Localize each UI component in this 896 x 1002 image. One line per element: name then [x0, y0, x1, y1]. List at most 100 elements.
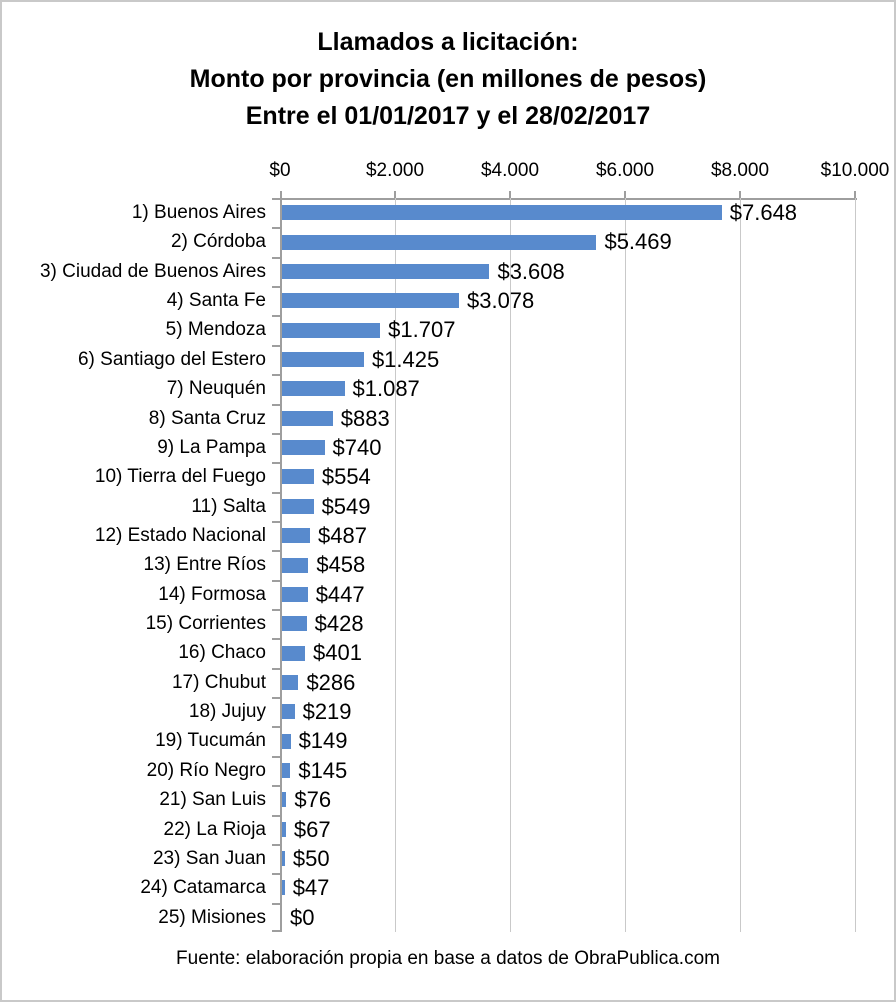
x-axis-line	[272, 198, 857, 200]
bar-value-label: $76	[294, 787, 332, 813]
category-label: 8) Santa Cruz	[148, 407, 266, 429]
category-label: 13) Entre Ríos	[143, 554, 267, 576]
y-axis-tick-mark	[272, 198, 280, 200]
x-axis-tick-label: $4.000	[480, 160, 540, 181]
x-axis-tick-mark	[394, 191, 396, 198]
bar-value-label: $1.425	[371, 346, 440, 372]
bar	[282, 733, 291, 749]
bar	[282, 645, 306, 661]
bar	[282, 351, 364, 367]
y-axis-line	[280, 198, 282, 932]
category-label: 18) Jujuy	[188, 701, 266, 723]
category-label: 12) Estado Nacional	[94, 524, 266, 546]
plot-area: $7.648 $5.469 $3.608 $3.078 $1.707 $1.425 $1.0…	[272, 191, 857, 932]
bar-value-label: $549	[321, 493, 371, 519]
bar	[282, 528, 310, 544]
y-axis-tick-mark	[272, 462, 280, 464]
bar	[282, 440, 325, 456]
chart-title-line-2: Monto por provincia (en millones de peso…	[189, 65, 707, 93]
y-axis-tick-mark	[272, 609, 280, 611]
bar	[282, 322, 381, 338]
bar	[282, 410, 333, 426]
y-axis-tick-mark	[272, 930, 280, 932]
x-axis-tick-labels: $0 $2.000 $4.000 $6.000 $8.000 $10.000	[2, 160, 894, 182]
x-axis-tick-mark	[854, 191, 856, 198]
source-note: Fuente: elaboración propia en base a dat…	[176, 948, 720, 969]
bar-value-label: $47	[292, 875, 330, 901]
bar	[282, 792, 287, 808]
bar	[282, 469, 314, 485]
x-axis-tick-mark	[739, 191, 741, 198]
bar	[282, 704, 295, 720]
bar-value-label: $428	[314, 611, 364, 637]
category-label: 21) San Luis	[159, 789, 266, 811]
y-axis-tick-mark	[272, 844, 280, 846]
chart-title-line-3: Entre el 01/01/2017 y el 28/02/2017	[245, 102, 651, 130]
category-label: 2) Córdoba	[170, 231, 266, 253]
x-axis-tick-mark	[624, 191, 626, 198]
category-label: 10) Tierra del Fuego	[94, 466, 266, 488]
bar-value-label: $740	[332, 434, 382, 460]
y-axis-tick-mark	[272, 815, 280, 817]
x-axis-tick-label: $2.000	[365, 160, 425, 181]
bar-value-label: $3.078	[466, 288, 535, 314]
x-axis-tick-label: $8.000	[710, 160, 770, 181]
bar-value-label: $67	[293, 816, 331, 842]
y-axis-tick-mark	[272, 315, 280, 317]
y-axis-tick-mark	[272, 903, 280, 905]
category-label: 5) Mendoza	[165, 319, 266, 341]
category-label: 23) San Juan	[152, 847, 266, 869]
bar	[282, 674, 299, 690]
y-axis-tick-mark	[272, 785, 280, 787]
gridline	[394, 198, 396, 932]
category-label: 22) La Rioja	[163, 818, 266, 840]
y-axis-tick-mark	[272, 227, 280, 229]
y-axis-tick-mark	[272, 374, 280, 376]
category-label: 19) Tucumán	[155, 730, 266, 752]
y-axis-tick-mark	[272, 286, 280, 288]
bar-value-label: $145	[298, 757, 348, 783]
gridline	[854, 198, 856, 932]
category-label: 4) Santa Fe	[166, 290, 266, 312]
chart-title: Llamados a licitación: Monto por provinc…	[2, 24, 894, 135]
y-axis-tick-mark	[272, 726, 280, 728]
x-axis-tick-mark	[509, 191, 511, 198]
y-axis-tick-mark	[272, 345, 280, 347]
bar-value-label: $401	[313, 640, 362, 666]
y-axis-tick-mark	[272, 580, 280, 582]
bar-value-label: $1.707	[388, 317, 456, 343]
category-label: 25) Misiones	[158, 906, 266, 928]
bar-value-label: $219	[302, 699, 352, 725]
bar-value-label: $0	[290, 904, 315, 930]
bar-value-label: $554	[321, 464, 371, 490]
category-label: 14) Formosa	[158, 583, 266, 605]
bar	[282, 263, 490, 279]
bar	[282, 381, 345, 397]
gridline	[509, 198, 511, 932]
bar	[282, 821, 286, 837]
y-axis-tick-mark	[272, 873, 280, 875]
bar	[282, 616, 307, 632]
bar	[282, 557, 309, 573]
bar	[282, 234, 597, 250]
y-axis-tick-mark	[272, 550, 280, 552]
bar-value-label: $458	[316, 552, 366, 578]
bar-value-label: $149	[298, 728, 348, 754]
x-axis-tick-mark	[280, 191, 282, 198]
y-axis-tick-mark	[272, 404, 280, 406]
category-label: 11) Salta	[191, 495, 266, 517]
category-label: 6) Santiago del Estero	[77, 348, 266, 370]
bar	[282, 763, 291, 779]
y-axis-tick-mark	[272, 433, 280, 435]
bar-value-label: $883	[340, 405, 390, 431]
bar	[282, 498, 314, 514]
bar-value-label: $5.469	[604, 229, 672, 255]
bar	[282, 851, 285, 867]
bar	[282, 293, 459, 309]
category-label: 20) Río Negro	[146, 759, 266, 781]
y-axis-tick-mark	[272, 257, 280, 259]
bar-value-label: $50	[292, 845, 330, 871]
gridline	[739, 198, 741, 932]
category-label: 15) Corrientes	[145, 613, 266, 635]
